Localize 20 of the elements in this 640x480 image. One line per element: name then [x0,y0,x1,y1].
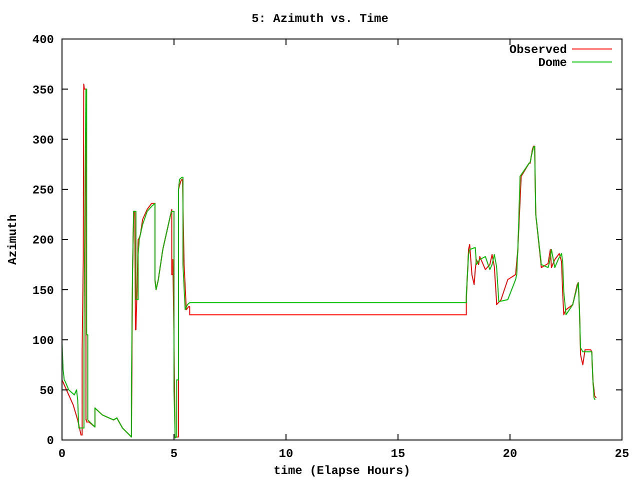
y-tick-label: 150 [32,284,54,298]
y-tick-label: 350 [32,83,54,98]
y-tick-label: 200 [32,234,54,248]
x-tick-label: 20 [502,447,518,461]
y-tick-label: 400 [32,33,54,48]
y-tick-label: 100 [32,334,54,348]
chart-title: 5: Azimuth vs. Time [252,12,388,26]
y-axis-title: Azimuth [6,214,20,265]
y-tick-label: 50 [40,384,54,398]
y-tick-label: 250 [32,184,54,198]
x-tick-label: 25 [614,447,630,461]
y-tick-label: 0 [46,434,54,448]
x-tick-label: 15 [390,447,406,461]
x-axis-title: time (Elapse Hours) [274,464,410,478]
y-tick-label: 300 [32,133,54,148]
x-tick-label: 0 [58,447,66,461]
x-tick-label: 5 [170,447,178,461]
legend-label: Observed [509,43,567,58]
legend-label: Dome [538,56,567,70]
x-tick-label: 10 [278,447,294,461]
